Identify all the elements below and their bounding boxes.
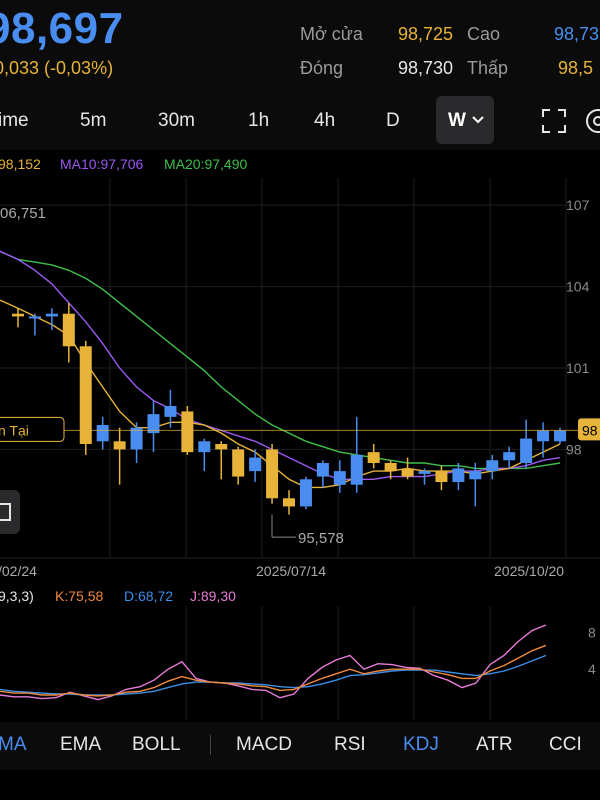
kdj-j-line [0, 624, 547, 701]
candle-body [113, 441, 126, 450]
kdj-d-legend: D:68,72 [124, 588, 174, 604]
candle-body [198, 441, 211, 453]
x-tick-label: 2025/07/14 [256, 563, 326, 579]
candle-body [299, 479, 312, 507]
indicator-tabs [0, 722, 600, 770]
timeframe-w-label: W [448, 110, 466, 131]
low-value: 98,5 [558, 58, 594, 78]
current-label-box [0, 416, 65, 442]
quote-header: 98,697 0,033 (-0,03%) Mở cửa 98,725 Cao … [0, 0, 600, 92]
candle-body [147, 414, 160, 434]
kdj-j-legend: J:89,30 [190, 588, 236, 604]
tab-rsi[interactable]: RSI [334, 734, 366, 755]
tab-macd[interactable]: MACD [236, 734, 292, 755]
kdj-y-tick: 4 [588, 661, 596, 677]
high-value: 98,73 [554, 24, 600, 44]
candle-body [520, 438, 533, 463]
timeframe-30m[interactable]: 30m [158, 110, 195, 131]
candle-body [164, 406, 177, 417]
candle-body [452, 468, 465, 482]
low-label: Thấp [467, 58, 509, 78]
current-price-tag-text: 98 [582, 422, 598, 438]
y-tick-label: 107 [566, 197, 590, 213]
candle-body [232, 449, 245, 477]
candle-body [266, 449, 279, 499]
candle-body [12, 313, 24, 317]
kdj-k-line [0, 644, 547, 697]
timeframe-w-button[interactable] [436, 96, 494, 144]
bottom-bar [0, 770, 600, 800]
tab-ema[interactable]: EMA [60, 734, 102, 755]
x-tick-label: 2025/10/20 [494, 563, 564, 579]
candle-body [554, 430, 566, 442]
timeframe-items: ime 5m 30m 1h 4h D [0, 92, 600, 150]
share-icon-glyph [0, 503, 11, 521]
candle-body [62, 313, 75, 347]
ma5-line [0, 299, 561, 489]
kdj-k-legend: K:75,58 [55, 588, 104, 604]
candle-body [28, 316, 41, 319]
ma20-legend: MA20:97,490 [164, 156, 248, 172]
candle-body [367, 452, 380, 463]
candle-body [486, 460, 499, 472]
chevron-down-icon [472, 116, 484, 124]
candle-body [333, 471, 346, 485]
timeframe-time[interactable]: ime [0, 110, 29, 131]
candle-body [96, 425, 109, 442]
price-change: 0,033 (-0,03%) [0, 58, 114, 78]
high-marker-label: 06,751 [0, 205, 46, 222]
fullscreen-icon[interactable] [541, 108, 567, 134]
candle-body [350, 454, 363, 485]
candle-body [503, 452, 516, 461]
tab-atr[interactable]: ATR [476, 734, 513, 755]
ma20-line [0, 250, 561, 470]
candle-body [384, 463, 397, 472]
candle-body [283, 498, 295, 507]
current-price-tag [578, 418, 600, 441]
last-price: 98,697 [0, 4, 124, 53]
candle-body [249, 457, 262, 472]
ma10-line [0, 250, 561, 480]
y-tick-label: 98 [566, 441, 582, 457]
candle-body [79, 346, 92, 444]
open-value: 98,725 [398, 24, 454, 44]
timeframe-d[interactable]: D [386, 110, 400, 131]
candle-body [537, 430, 550, 442]
settings-icon[interactable] [584, 106, 600, 136]
timeframe-5m[interactable]: 5m [80, 110, 107, 131]
ma5-legend: 98,152 [0, 156, 41, 172]
tab-boll[interactable]: BOLL [132, 734, 181, 755]
timeframe-4h[interactable]: 4h [314, 110, 336, 131]
low-marker-label: 95,578 [298, 530, 344, 547]
x-tick-label: /02/24 [0, 563, 37, 579]
candle-body [130, 427, 143, 450]
tab-cci[interactable]: CCI [549, 734, 582, 755]
current-label-text: n Tại [0, 422, 29, 438]
candle-body [215, 444, 228, 450]
y-tick-label: 101 [566, 360, 590, 376]
kdj-params: 9,3,3) [0, 588, 34, 604]
timeframe-bar [0, 92, 600, 150]
candlestick-chart[interactable]: 107 104 101 98/02/24 2025/07/14 2025/10/20 n … [0, 178, 600, 580]
open-label: Mở cửa [300, 24, 363, 44]
kdj-y-tick: 8 [588, 624, 596, 640]
tabs-divider [210, 735, 211, 755]
candle-body [435, 471, 448, 482]
candle-body [181, 411, 194, 453]
high-label: Cao [467, 24, 501, 44]
ma10-legend: MA10:97,706 [60, 156, 144, 172]
close-value: 98,730 [398, 58, 454, 78]
tab-kdj[interactable]: KDJ [403, 734, 439, 755]
candle-body [401, 468, 414, 477]
y-tick-label: 104 [566, 279, 590, 295]
candle-body [469, 471, 482, 480]
candle-body [418, 471, 431, 474]
kdj-chart[interactable]: 84 [0, 606, 600, 720]
tab-ma[interactable]: MA [0, 734, 27, 755]
timeframe-1h[interactable]: 1h [248, 110, 270, 131]
candle-body [316, 463, 329, 477]
candle-body [45, 313, 58, 317]
close-label: Đóng [300, 58, 344, 78]
